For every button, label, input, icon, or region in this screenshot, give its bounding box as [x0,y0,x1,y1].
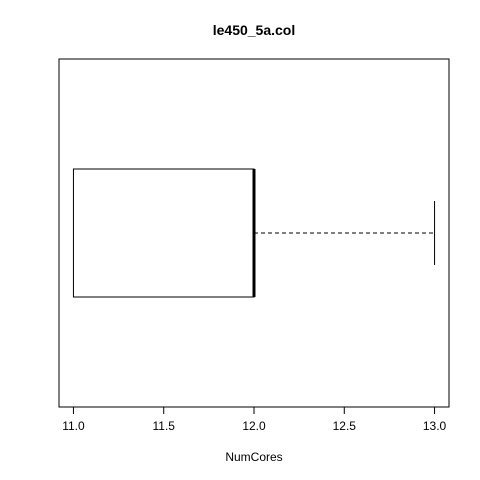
x-axis: 11.0 11.5 12.0 12.5 13.0 [62,406,447,433]
x-tick-label: 12.0 [242,419,266,433]
chart-title: le450_5a.col [213,22,296,38]
box-iqr [72,168,255,298]
x-tick-label: 13.0 [423,419,447,433]
x-tick-label: 11.5 [152,419,175,433]
x-axis-label: NumCores [225,450,282,464]
x-tick-label: 11.0 [62,419,85,433]
boxplot-series [72,168,436,298]
x-tick-label: 12.5 [333,419,357,433]
